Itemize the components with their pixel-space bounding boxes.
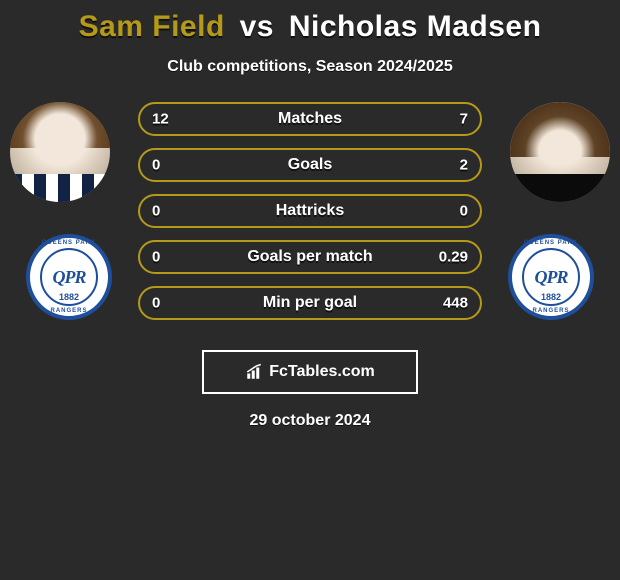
- avatar-hair: [10, 102, 110, 148]
- avatar-shirt: [510, 174, 610, 202]
- club-arc-top: QUEENS PARK: [512, 240, 590, 246]
- stat-left-value: 12: [152, 111, 169, 128]
- stat-label: Matches: [278, 110, 342, 128]
- stat-label: Min per goal: [263, 294, 357, 312]
- stat-label: Goals per match: [247, 248, 372, 266]
- stat-row: 0 Min per goal 448: [138, 286, 482, 320]
- stat-row: 0 Hattricks 0: [138, 194, 482, 228]
- avatar-shirt: [10, 174, 110, 202]
- stat-row: 0 Goals 2: [138, 148, 482, 182]
- page-title: Sam Field vs Nicholas Madsen: [0, 0, 620, 44]
- club-arc-top: QUEENS PARK: [30, 240, 108, 246]
- player2-club-badge: QUEENS PARK QPR 1882 RANGERS: [508, 234, 594, 320]
- club-arc-bottom: RANGERS: [30, 308, 108, 314]
- player1-club-badge: QUEENS PARK QPR 1882 RANGERS: [26, 234, 112, 320]
- club-arc-bottom: RANGERS: [512, 308, 590, 314]
- subtitle: Club competitions, Season 2024/2025: [0, 58, 620, 76]
- stat-label: Hattricks: [276, 202, 344, 220]
- stat-row: 12 Matches 7: [138, 102, 482, 136]
- stat-row: 0 Goals per match 0.29: [138, 240, 482, 274]
- vs-label: vs: [240, 10, 274, 43]
- stat-right-value: 7: [460, 111, 468, 128]
- player2-name: Nicholas Madsen: [289, 10, 542, 43]
- stat-right-value: 0.29: [439, 249, 468, 266]
- stat-right-value: 2: [460, 157, 468, 174]
- chart-icon: [245, 363, 263, 381]
- brand-box: FcTables.com: [202, 350, 418, 394]
- comparison-card: Sam Field vs Nicholas Madsen Club compet…: [0, 0, 620, 580]
- player2-avatar: [510, 102, 610, 202]
- stat-left-value: 0: [152, 295, 160, 312]
- stat-right-value: 0: [460, 203, 468, 220]
- player1-name: Sam Field: [79, 10, 225, 43]
- stat-right-value: 448: [443, 295, 468, 312]
- stat-bars: 12 Matches 7 0 Goals 2 0 Hattricks 0 0 Goals per m…: [138, 102, 482, 320]
- stat-label: Goals: [288, 156, 332, 174]
- avatar-hair: [510, 102, 610, 157]
- club-year: 1882: [30, 292, 108, 302]
- comparison-arena: QUEENS PARK QPR 1882 RANGERS QUEENS PARK…: [0, 102, 620, 332]
- player1-avatar: [10, 102, 110, 202]
- stat-left-value: 0: [152, 203, 160, 220]
- brand-label: FcTables.com: [269, 363, 375, 381]
- club-year: 1882: [512, 292, 590, 302]
- snapshot-date: 29 october 2024: [0, 412, 620, 430]
- stat-left-value: 0: [152, 157, 160, 174]
- stat-left-value: 0: [152, 249, 160, 266]
